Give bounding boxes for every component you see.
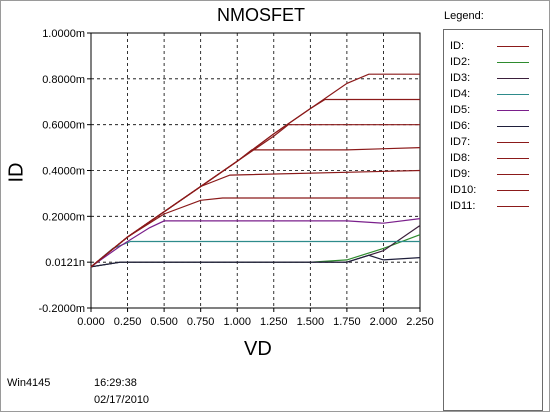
legend-label: ID4:: [450, 88, 471, 100]
legend-entry: ID9:: [450, 168, 529, 182]
series-line-11: [90, 98, 420, 268]
legend-entry: ID3:: [450, 72, 529, 86]
legend-swatch: [497, 62, 529, 63]
legend-entry: ID8:: [450, 152, 529, 166]
legend-panel: Legend: ID: ID2: ID3: ID4: ID5: ID6: ID7: ID8: I…: [441, 7, 545, 411]
footer-instrument: Win4145: [7, 377, 51, 389]
y-tick-label: 0.4000m: [42, 166, 85, 178]
legend-swatch: [497, 142, 529, 143]
x-tick-label: 0.750: [187, 316, 215, 328]
x-tick-label: 1.000: [223, 316, 251, 328]
y-tick-label: 1.0000m: [42, 28, 85, 40]
y-tick-label: 0.2000m: [42, 211, 85, 223]
x-tick-label: 2.000: [370, 316, 398, 328]
x-tick-label: 1.750: [333, 316, 361, 328]
legend-title: Legend:: [444, 10, 484, 22]
legend-label: ID9:: [450, 168, 471, 180]
legend-entry: ID5:: [450, 104, 529, 118]
legend-label: ID3:: [450, 72, 471, 84]
y-tick-label: 0.8000m: [42, 74, 85, 86]
legend-swatch: [497, 78, 529, 79]
legend-swatch: [497, 46, 529, 47]
y-tick-label: 0.0121n: [45, 257, 85, 269]
legend-box: ID: ID2: ID3: ID4: ID5: ID6: ID7: ID8: ID9: ID10:…: [443, 29, 543, 411]
legend-label: ID6:: [450, 120, 471, 132]
legend-entry: ID6:: [450, 120, 529, 134]
legend-label: ID5:: [450, 104, 471, 116]
x-tick-label: 0.000: [77, 316, 105, 328]
x-tick-label: 1.250: [260, 316, 288, 328]
legend-swatch: [497, 190, 529, 191]
legend-label: ID2:: [450, 56, 471, 68]
footer-time: 16:29:38: [94, 377, 137, 389]
legend-label: ID7:: [450, 136, 471, 148]
legend-entry: ID10:: [450, 184, 529, 198]
y-tick-label: 0.6000m: [42, 120, 85, 132]
chart-title: NMOSFET: [217, 5, 305, 25]
legend-swatch: [497, 94, 529, 95]
legend-swatch: [497, 110, 529, 111]
legend-entry: ID2:: [450, 56, 529, 70]
x-tick-label: 0.250: [114, 316, 142, 328]
series-line-6: [90, 254, 421, 268]
y-tick-label: -0.2000m: [39, 303, 85, 315]
x-axis-title: VD: [244, 338, 272, 360]
legend-swatch: [497, 174, 529, 175]
footer-date: 02/17/2010: [94, 394, 150, 406]
series-line-5: [90, 218, 421, 268]
legend-label: ID11:: [450, 200, 476, 212]
plot-area: 0.000 0.250 0.500 0.750 1.000 1.250 1.500 1.750…: [39, 28, 434, 328]
legend-swatch: [497, 158, 529, 159]
legend-label: ID10:: [450, 184, 477, 196]
legend-swatch: [497, 206, 529, 207]
legend-entry: ID11:: [450, 200, 529, 214]
x-tick-label: 0.500: [150, 316, 178, 328]
legend-entry: ID7:: [450, 136, 529, 150]
legend-label: ID:: [450, 40, 465, 52]
legend-swatch: [497, 126, 529, 127]
x-tick-label: 1.500: [297, 316, 325, 328]
legend-entry: ID:: [450, 40, 529, 54]
legend-entry: ID4:: [450, 88, 529, 102]
legend-label: ID8:: [450, 152, 471, 164]
x-tick-label: 2.250: [406, 316, 434, 328]
